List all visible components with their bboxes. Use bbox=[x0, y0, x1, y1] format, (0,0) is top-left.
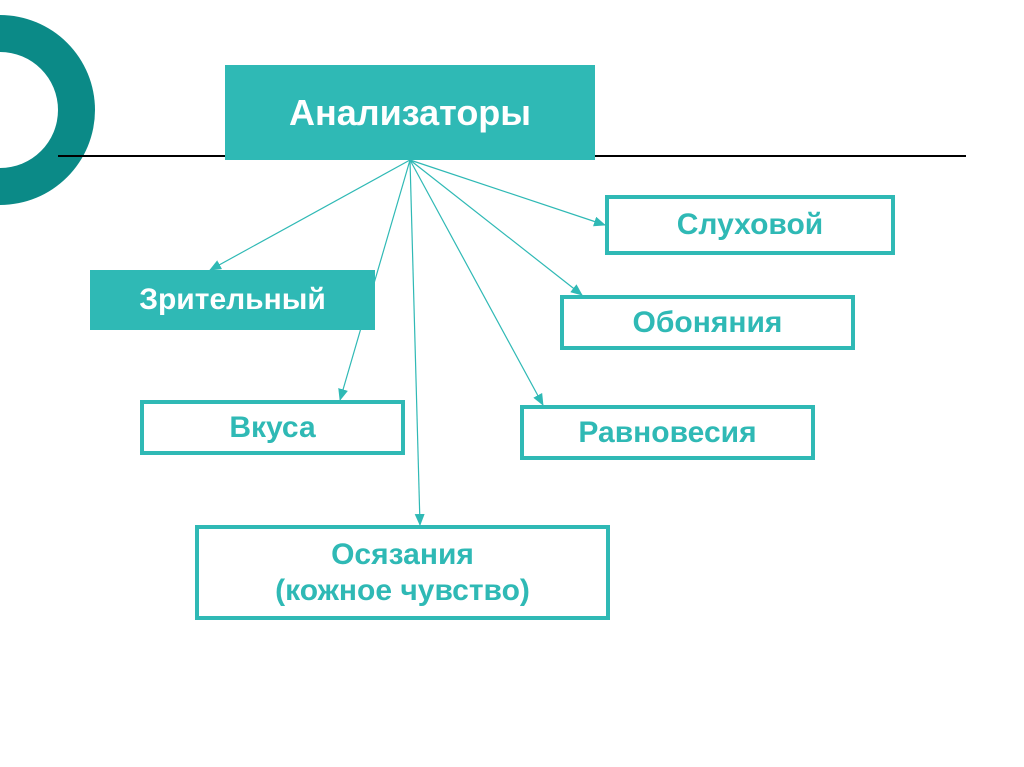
node-balance: Равновесия bbox=[520, 405, 815, 460]
node-balance-label: Равновесия bbox=[578, 415, 756, 451]
node-smell-label: Обоняния bbox=[633, 305, 783, 341]
node-visual-label: Зрительный bbox=[139, 282, 326, 318]
node-auditory-label: Слуховой bbox=[677, 207, 823, 243]
node-touch: Осязания (кожное чувство) bbox=[195, 525, 610, 620]
node-auditory: Слуховой bbox=[605, 195, 895, 255]
root-node: Анализаторы bbox=[225, 65, 595, 160]
node-smell: Обоняния bbox=[560, 295, 855, 350]
node-taste-label: Вкуса bbox=[229, 410, 315, 446]
node-visual: Зрительный bbox=[90, 270, 375, 330]
node-touch-label: Осязания (кожное чувство) bbox=[275, 537, 530, 609]
root-label: Анализаторы bbox=[289, 91, 531, 134]
slide: Анализаторы Зрительный Слуховой Обоняния Вк… bbox=[0, 0, 1024, 767]
node-taste: Вкуса bbox=[140, 400, 405, 455]
